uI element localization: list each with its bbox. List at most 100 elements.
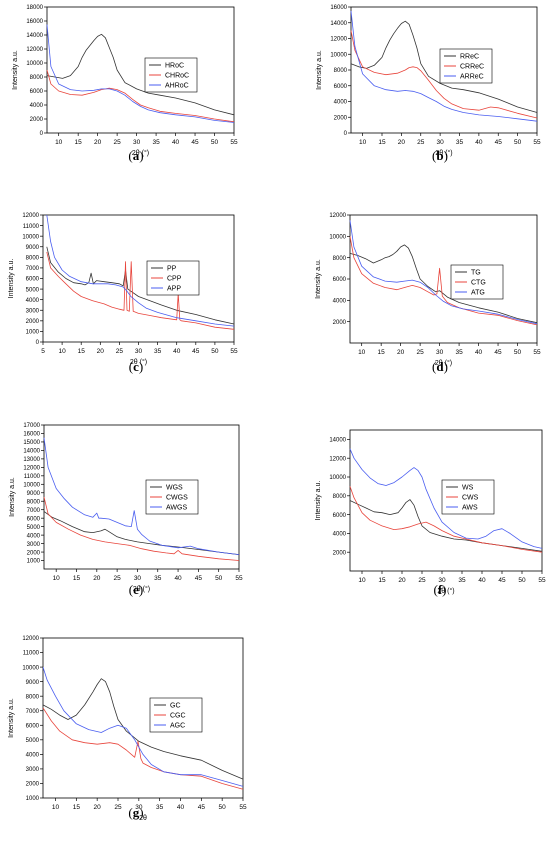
series-line-AWS bbox=[349, 448, 543, 549]
y-axis-label: Intensity a.u. bbox=[8, 698, 15, 738]
panel-c: 5 10 15 20 25 30 35 40 45 50 55 0 1000 2000 3000 4000 50… bbox=[8, 213, 238, 374]
x-tick-label: 15 bbox=[378, 349, 386, 356]
y-tick-label: 4000 bbox=[26, 298, 40, 304]
x-tick-label: 50 bbox=[518, 577, 526, 584]
y-tick-label: 8000 bbox=[26, 694, 40, 700]
x-tick-label: 30 bbox=[135, 804, 143, 811]
x-tick-label: 40 bbox=[174, 575, 182, 582]
y-tick-label: 16000 bbox=[330, 5, 347, 11]
plot-frame bbox=[46, 6, 235, 134]
y-tick-label: 6000 bbox=[30, 89, 44, 95]
series-line-ATG bbox=[349, 220, 538, 325]
legend-box bbox=[439, 48, 493, 84]
y-tick-label: 10000 bbox=[26, 61, 43, 67]
legend-label: RReC bbox=[460, 54, 479, 61]
y-tick-label: 12000 bbox=[22, 636, 39, 642]
y-tick-label: 7000 bbox=[27, 508, 41, 514]
y-tick-label: 2000 bbox=[26, 782, 40, 788]
y-tick-label: 4000 bbox=[333, 532, 347, 538]
x-tick-label: 45 bbox=[198, 804, 206, 811]
legend-label: HRoC bbox=[165, 63, 184, 70]
y-tick-label: 2000 bbox=[27, 550, 41, 556]
y-tick-label: 6000 bbox=[334, 84, 348, 90]
x-tick-label: 10 bbox=[358, 349, 366, 356]
panel-caption: (g) bbox=[128, 805, 143, 820]
y-tick-label: 4000 bbox=[333, 299, 347, 305]
panel-caption: (a) bbox=[128, 148, 143, 163]
y-tick-label: 1000 bbox=[26, 796, 40, 802]
y-tick-label: 6000 bbox=[333, 513, 347, 519]
y-tick-label: 8000 bbox=[333, 494, 347, 500]
x-tick-label: 45 bbox=[494, 349, 502, 356]
y-tick-label: 2000 bbox=[333, 550, 347, 556]
x-tick-label: 10 bbox=[358, 577, 366, 584]
x-tick-label: 45 bbox=[495, 139, 503, 146]
x-tick-label: 50 bbox=[211, 348, 219, 355]
y-tick-label: 8000 bbox=[26, 256, 40, 262]
x-tick-label: 45 bbox=[498, 577, 506, 584]
x-axis-label: 2θ (°) bbox=[133, 585, 150, 593]
y-tick-label: 4000 bbox=[27, 533, 41, 539]
y-tick-label: 12000 bbox=[23, 466, 40, 472]
y-axis-label: Intensity a.u. bbox=[8, 259, 15, 299]
series-line-APP bbox=[46, 214, 235, 327]
y-axis-label: Intensity a.u. bbox=[9, 477, 16, 517]
legend-label: PP bbox=[167, 266, 177, 273]
y-tick-label: 7000 bbox=[26, 266, 40, 272]
x-tick-label: 40 bbox=[475, 349, 483, 356]
y-tick-label: 2000 bbox=[26, 319, 40, 325]
y-axis-label: Intensity a.u. bbox=[12, 50, 19, 90]
x-tick-label: 30 bbox=[135, 348, 143, 355]
x-axis-label: 2θ (°) bbox=[435, 149, 452, 157]
series-line-CPP bbox=[46, 251, 235, 330]
series-line-CHRoC bbox=[46, 69, 235, 123]
y-tick-label: 12000 bbox=[329, 213, 346, 219]
legend-label: AWS bbox=[462, 505, 478, 512]
y-tick-label: 12000 bbox=[329, 456, 346, 462]
y-tick-label: 12000 bbox=[22, 213, 39, 219]
x-tick-label: 50 bbox=[514, 349, 522, 356]
x-tick-label: 20 bbox=[97, 348, 105, 355]
series-line-HRoC bbox=[46, 33, 235, 116]
x-tick-label: 20 bbox=[94, 139, 102, 146]
series-line-PP bbox=[46, 246, 235, 325]
y-tick-label: 14000 bbox=[329, 438, 346, 444]
y-tick-label: 5000 bbox=[27, 525, 41, 531]
legend-label: AGC bbox=[170, 723, 185, 730]
panel-d: 10 15 20 25 30 35 40 45 50 55 2000 4000 6000 8000 1000… bbox=[315, 213, 541, 374]
x-tick-label: 55 bbox=[239, 804, 247, 811]
series-line-ARReC bbox=[350, 10, 538, 122]
y-tick-label: 2000 bbox=[333, 320, 347, 326]
x-tick-label: 35 bbox=[152, 139, 160, 146]
y-axis-label: Intensity a.u. bbox=[316, 50, 323, 90]
x-tick-label: 15 bbox=[73, 575, 81, 582]
x-tick-label: 55 bbox=[230, 139, 238, 146]
y-tick-label: 0 bbox=[40, 131, 44, 137]
y-tick-label: 4000 bbox=[30, 103, 44, 109]
x-tick-label: 35 bbox=[456, 139, 464, 146]
y-tick-label: 1000 bbox=[27, 559, 41, 565]
y-tick-label: 7000 bbox=[26, 709, 40, 715]
x-axis-label: 2θ (°) bbox=[437, 587, 454, 595]
y-tick-label: 8000 bbox=[27, 499, 41, 505]
y-tick-label: 11000 bbox=[23, 224, 40, 230]
x-tick-label: 20 bbox=[397, 349, 405, 356]
legend-label: CTG bbox=[471, 280, 486, 287]
y-tick-label: 5000 bbox=[26, 287, 40, 293]
legend-label: ATG bbox=[471, 290, 485, 297]
panel-a: 10 15 20 25 30 35 40 45 50 55 0 2000 4000 6000 8000 100… bbox=[12, 5, 238, 163]
y-tick-label: 0 bbox=[344, 131, 348, 137]
legend-label: CWGS bbox=[166, 495, 188, 502]
y-tick-label: 6000 bbox=[333, 277, 347, 283]
y-tick-label: 18000 bbox=[26, 5, 43, 11]
y-tick-label: 10000 bbox=[329, 475, 346, 481]
x-tick-label: 45 bbox=[192, 348, 200, 355]
y-tick-label: 8000 bbox=[333, 256, 347, 262]
y-tick-label: 11000 bbox=[24, 474, 41, 480]
y-tick-label: 3000 bbox=[26, 767, 40, 773]
x-tick-label: 20 bbox=[94, 804, 102, 811]
x-tick-label: 55 bbox=[538, 577, 546, 584]
x-tick-label: 35 bbox=[154, 348, 162, 355]
x-tick-label: 20 bbox=[93, 575, 101, 582]
x-tick-label: 15 bbox=[378, 139, 386, 146]
